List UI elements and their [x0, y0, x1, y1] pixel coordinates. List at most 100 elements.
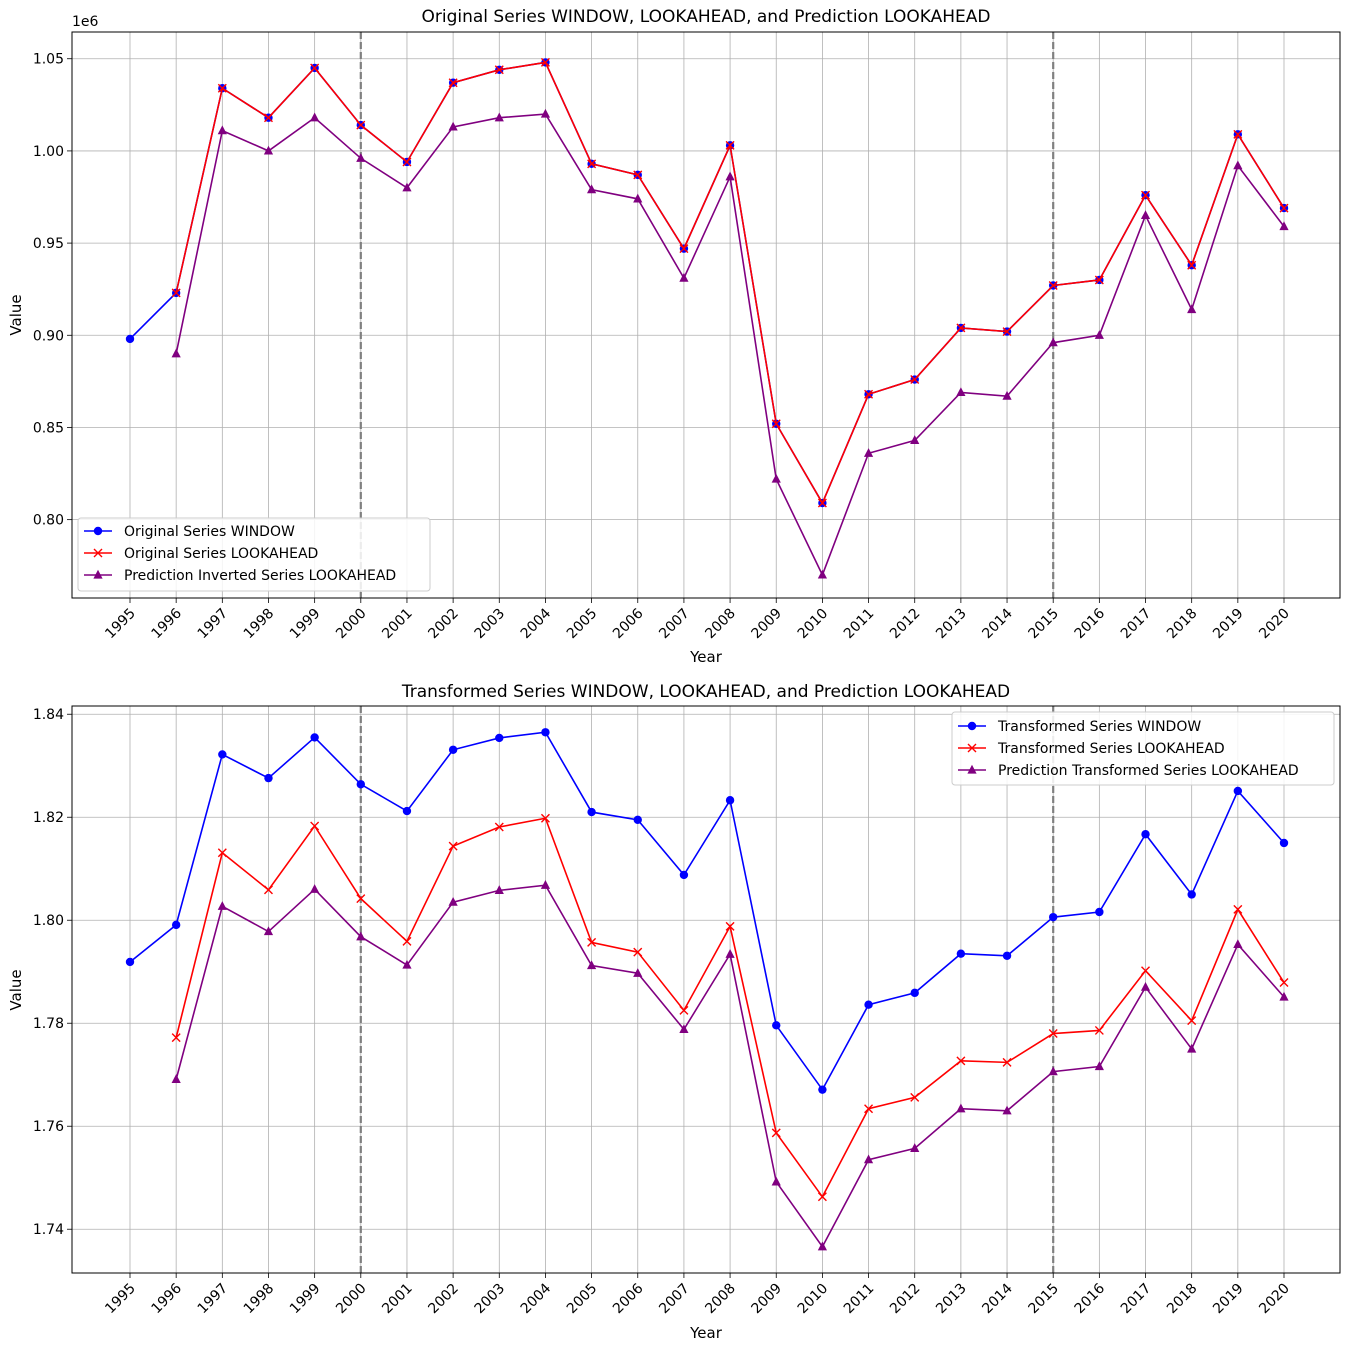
data-point: [217, 125, 227, 135]
x-tick-label: 1998: [241, 1281, 278, 1318]
x-tick-label: 1996: [148, 605, 185, 642]
data-point: [1279, 838, 1289, 848]
x-tick-label: 2012: [887, 606, 924, 643]
x-axis-ticks: 1995 1996 1997 1998 1999 2000 2001 2002 2003 2004…: [102, 1273, 1293, 1317]
data-point: [863, 448, 874, 457]
legend-entry-label: Prediction Transformed Series LOOKAHEAD: [998, 763, 1299, 779]
data-point: [356, 153, 366, 162]
x-tick-label: 2018: [1164, 606, 1201, 643]
data-point: [402, 182, 412, 192]
x-tick-label: 2010: [795, 606, 832, 643]
panel-transformed: Transformed Series WINDOW, LOOKAHEAD, an…: [7, 682, 1341, 1342]
data-point: [1187, 304, 1197, 314]
x-tick-label: 1997: [195, 1281, 232, 1318]
data-point: [1141, 190, 1151, 200]
data-point: [1279, 203, 1289, 213]
legend-entry-label: Original Series WINDOW: [124, 524, 295, 540]
data-point: [817, 1241, 827, 1251]
x-tick-label: 2004: [518, 605, 555, 642]
data-point: [587, 184, 597, 194]
data-point: [217, 901, 227, 910]
data-point: [633, 170, 643, 180]
data-point: [1094, 275, 1104, 285]
data-point: [448, 897, 458, 906]
x-tick-label: 2016: [1072, 605, 1109, 642]
y-tick-label: 1.84: [33, 707, 64, 723]
y-tick-label: 0.95: [33, 236, 64, 252]
x-axis-label: Year: [689, 1324, 723, 1342]
data-point: [356, 120, 366, 130]
y-offset-label: 1e6: [72, 14, 99, 30]
data-point: [1002, 327, 1012, 337]
vertical-markers: [359, 706, 1055, 1273]
x-tick-label: 2004: [518, 1280, 555, 1317]
x-tick-label: 2006: [610, 605, 647, 642]
data-point: [494, 65, 504, 75]
data-point: [1233, 904, 1243, 914]
data-point: [863, 1154, 874, 1164]
data-point: [310, 63, 320, 73]
x-tick-label: 2017: [1118, 1281, 1155, 1318]
data-point: [402, 806, 412, 816]
data-point: [494, 112, 504, 122]
x-tick-label: 2008: [702, 606, 739, 643]
x-tick-label: 2019: [1210, 1281, 1247, 1318]
data-point: [1094, 1025, 1104, 1035]
x-tick-label: 2014: [979, 1280, 1016, 1317]
data-point: [448, 841, 458, 851]
data-point: [310, 821, 320, 831]
data-point: [494, 822, 504, 832]
data-point: [587, 807, 596, 817]
x-tick-label: 1998: [241, 606, 278, 643]
x-tick-label: 1997: [195, 606, 232, 643]
x-tick-label: 2013: [933, 1281, 970, 1318]
data-point: [679, 870, 689, 880]
series-group: [125, 57, 1289, 579]
data-point: [1094, 1061, 1104, 1071]
data-point: [1002, 390, 1012, 400]
y-axis-label: Value: [7, 294, 25, 335]
legend-swatch-marker: [93, 526, 103, 536]
x-tick-label: 2005: [564, 606, 601, 643]
data-point: [217, 848, 227, 858]
data-point: [1187, 1016, 1197, 1026]
x-tick-label: 2019: [1210, 606, 1247, 643]
data-point: [910, 1143, 920, 1152]
data-point: [171, 288, 181, 298]
legend-swatch-marker: [967, 721, 977, 731]
data-point: [540, 813, 550, 823]
vertical-markers: [359, 32, 1055, 598]
data-point: [171, 920, 181, 930]
x-tick-label: 2013: [933, 606, 970, 643]
data-point: [771, 1128, 781, 1138]
data-point: [1094, 330, 1104, 339]
data-point: [1141, 830, 1150, 839]
data-point: [725, 796, 735, 805]
data-point: [171, 348, 181, 358]
data-point: [310, 733, 319, 742]
x-tick-label: 2009: [749, 606, 786, 643]
data-point: [587, 159, 597, 169]
x-tick-label: 2007: [656, 1281, 693, 1318]
data-point: [1141, 966, 1151, 976]
data-point: [125, 334, 135, 344]
data-point: [910, 435, 920, 444]
data-point: [495, 733, 504, 743]
data-point: [1048, 281, 1058, 290]
data-point: [263, 145, 274, 155]
data-point: [356, 894, 366, 904]
data-point: [1048, 337, 1058, 347]
x-tick-label: 2000: [333, 1281, 370, 1318]
data-point: [956, 1103, 966, 1113]
y-tick-label: 1.82: [33, 810, 64, 826]
x-tick-label: 2020: [1256, 606, 1293, 643]
data-point: [263, 113, 273, 123]
data-point: [771, 419, 781, 429]
data-point: [956, 387, 966, 397]
data-point: [1187, 1043, 1197, 1053]
legend: Original Series WINDOW Original Series LO…: [77, 517, 431, 592]
series-group: [125, 728, 1289, 1251]
data-point: [540, 57, 550, 67]
x-axis-ticks: 1995 1996 1997 1998 1999 2000 2001 2002 2003 2004…: [102, 598, 1293, 642]
